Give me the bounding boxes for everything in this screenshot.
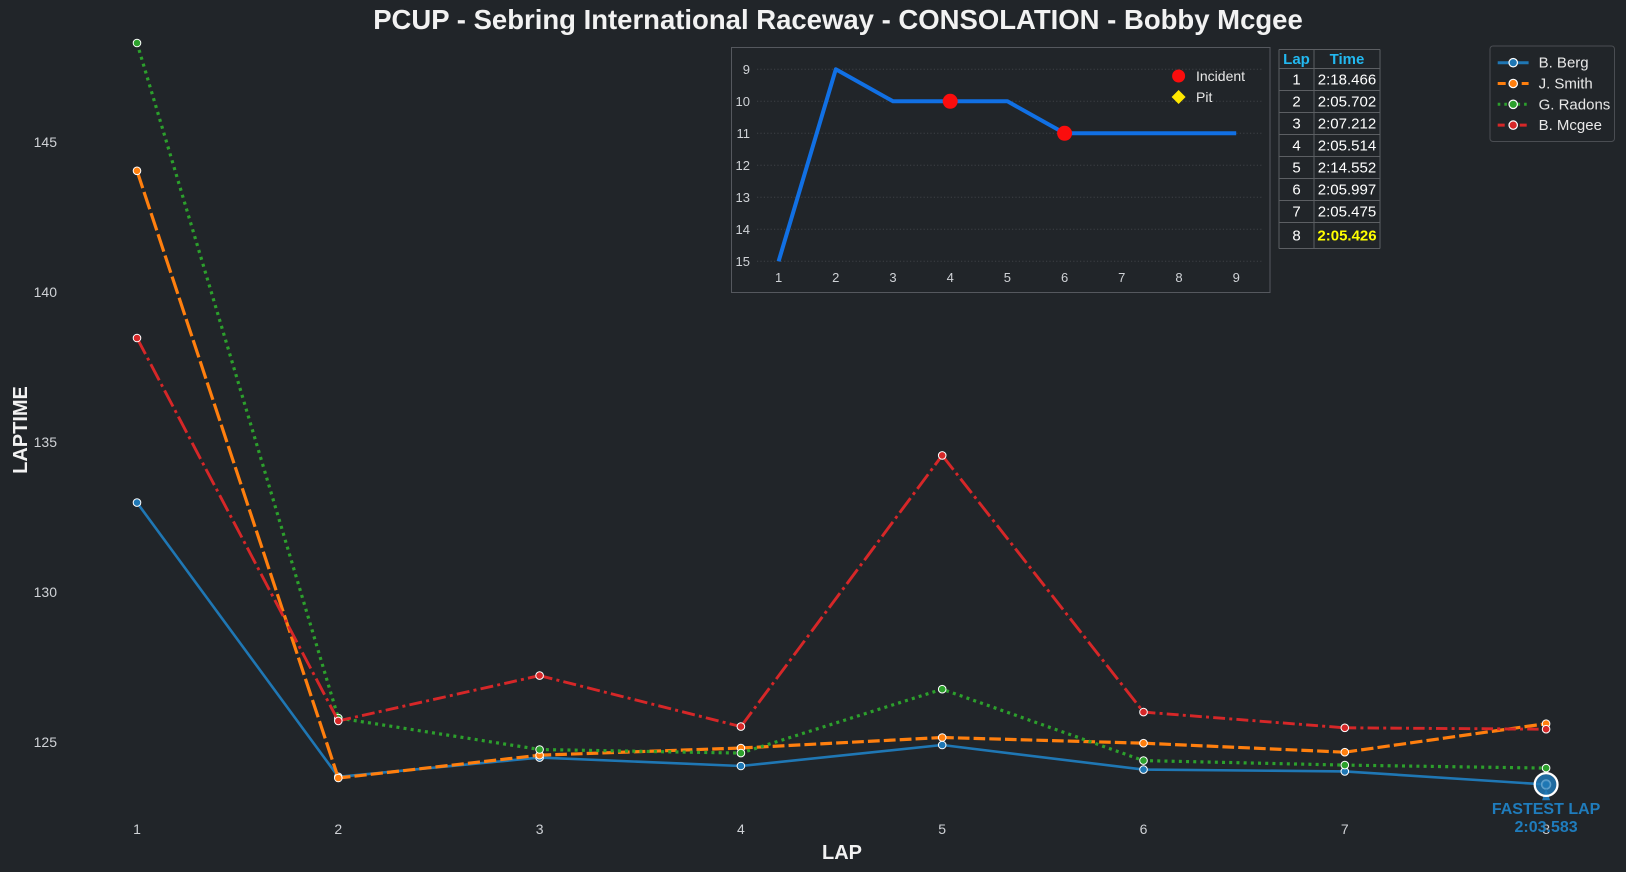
svg-text:G. Radons: G. Radons bbox=[1539, 96, 1611, 113]
svg-text:2:03.583: 2:03.583 bbox=[1515, 819, 1578, 836]
svg-text:J. Smith: J. Smith bbox=[1539, 76, 1593, 93]
svg-text:Incident: Incident bbox=[1196, 68, 1245, 84]
svg-text:Lap: Lap bbox=[1283, 51, 1310, 68]
svg-text:7: 7 bbox=[1292, 204, 1300, 221]
svg-text:3: 3 bbox=[1292, 116, 1300, 133]
svg-text:8: 8 bbox=[1175, 270, 1182, 285]
svg-text:6: 6 bbox=[1140, 821, 1148, 837]
svg-text:2:05.426: 2:05.426 bbox=[1317, 228, 1376, 245]
svg-text:1: 1 bbox=[1292, 72, 1300, 89]
svg-text:Pit: Pit bbox=[1196, 89, 1212, 105]
svg-text:2:05.514: 2:05.514 bbox=[1318, 138, 1376, 155]
svg-text:5: 5 bbox=[1004, 270, 1011, 285]
svg-text:2:05.702: 2:05.702 bbox=[1318, 94, 1376, 111]
svg-text:LAPTIME: LAPTIME bbox=[10, 386, 32, 474]
svg-text:2: 2 bbox=[832, 270, 839, 285]
svg-text:8: 8 bbox=[1292, 228, 1300, 245]
svg-text:140: 140 bbox=[34, 284, 58, 300]
svg-text:1: 1 bbox=[775, 270, 782, 285]
svg-text:4: 4 bbox=[947, 270, 954, 285]
svg-text:2:05.997: 2:05.997 bbox=[1318, 182, 1376, 199]
svg-text:2:05.475: 2:05.475 bbox=[1318, 204, 1376, 221]
svg-text:B. Berg: B. Berg bbox=[1539, 55, 1589, 72]
svg-text:6: 6 bbox=[1061, 270, 1068, 285]
svg-text:5: 5 bbox=[938, 821, 946, 837]
svg-text:9: 9 bbox=[743, 62, 750, 77]
svg-text:145: 145 bbox=[34, 134, 58, 150]
svg-text:4: 4 bbox=[1292, 138, 1300, 155]
svg-text:3: 3 bbox=[536, 821, 544, 837]
svg-text:5: 5 bbox=[1292, 160, 1300, 177]
svg-text:15: 15 bbox=[736, 254, 750, 269]
svg-text:7: 7 bbox=[1118, 270, 1125, 285]
svg-text:8: 8 bbox=[1542, 821, 1550, 837]
svg-text:1: 1 bbox=[133, 821, 141, 837]
svg-text:135: 135 bbox=[34, 434, 58, 450]
svg-text:14: 14 bbox=[736, 222, 750, 237]
svg-text:3: 3 bbox=[889, 270, 896, 285]
svg-text:FASTEST LAP: FASTEST LAP bbox=[1492, 801, 1601, 818]
svg-text:13: 13 bbox=[736, 190, 750, 205]
svg-text:9: 9 bbox=[1233, 270, 1240, 285]
svg-text:Time: Time bbox=[1330, 51, 1365, 68]
svg-text:2: 2 bbox=[1292, 94, 1300, 111]
svg-text:2: 2 bbox=[334, 821, 342, 837]
svg-text:2:14.552: 2:14.552 bbox=[1318, 160, 1376, 177]
svg-text:2:07.212: 2:07.212 bbox=[1318, 116, 1376, 133]
svg-text:LAP: LAP bbox=[822, 842, 862, 864]
svg-text:2:18.466: 2:18.466 bbox=[1318, 72, 1376, 89]
svg-text:6: 6 bbox=[1292, 182, 1300, 199]
svg-text:PCUP - Sebring International R: PCUP - Sebring International Raceway - C… bbox=[373, 4, 1303, 35]
svg-text:12: 12 bbox=[736, 158, 750, 173]
svg-text:4: 4 bbox=[737, 821, 745, 837]
svg-text:B. Mcgee: B. Mcgee bbox=[1539, 117, 1602, 134]
svg-text:10: 10 bbox=[736, 94, 750, 109]
svg-text:7: 7 bbox=[1341, 821, 1349, 837]
svg-text:125: 125 bbox=[34, 734, 58, 750]
svg-text:11: 11 bbox=[737, 126, 751, 141]
svg-text:130: 130 bbox=[34, 584, 58, 600]
